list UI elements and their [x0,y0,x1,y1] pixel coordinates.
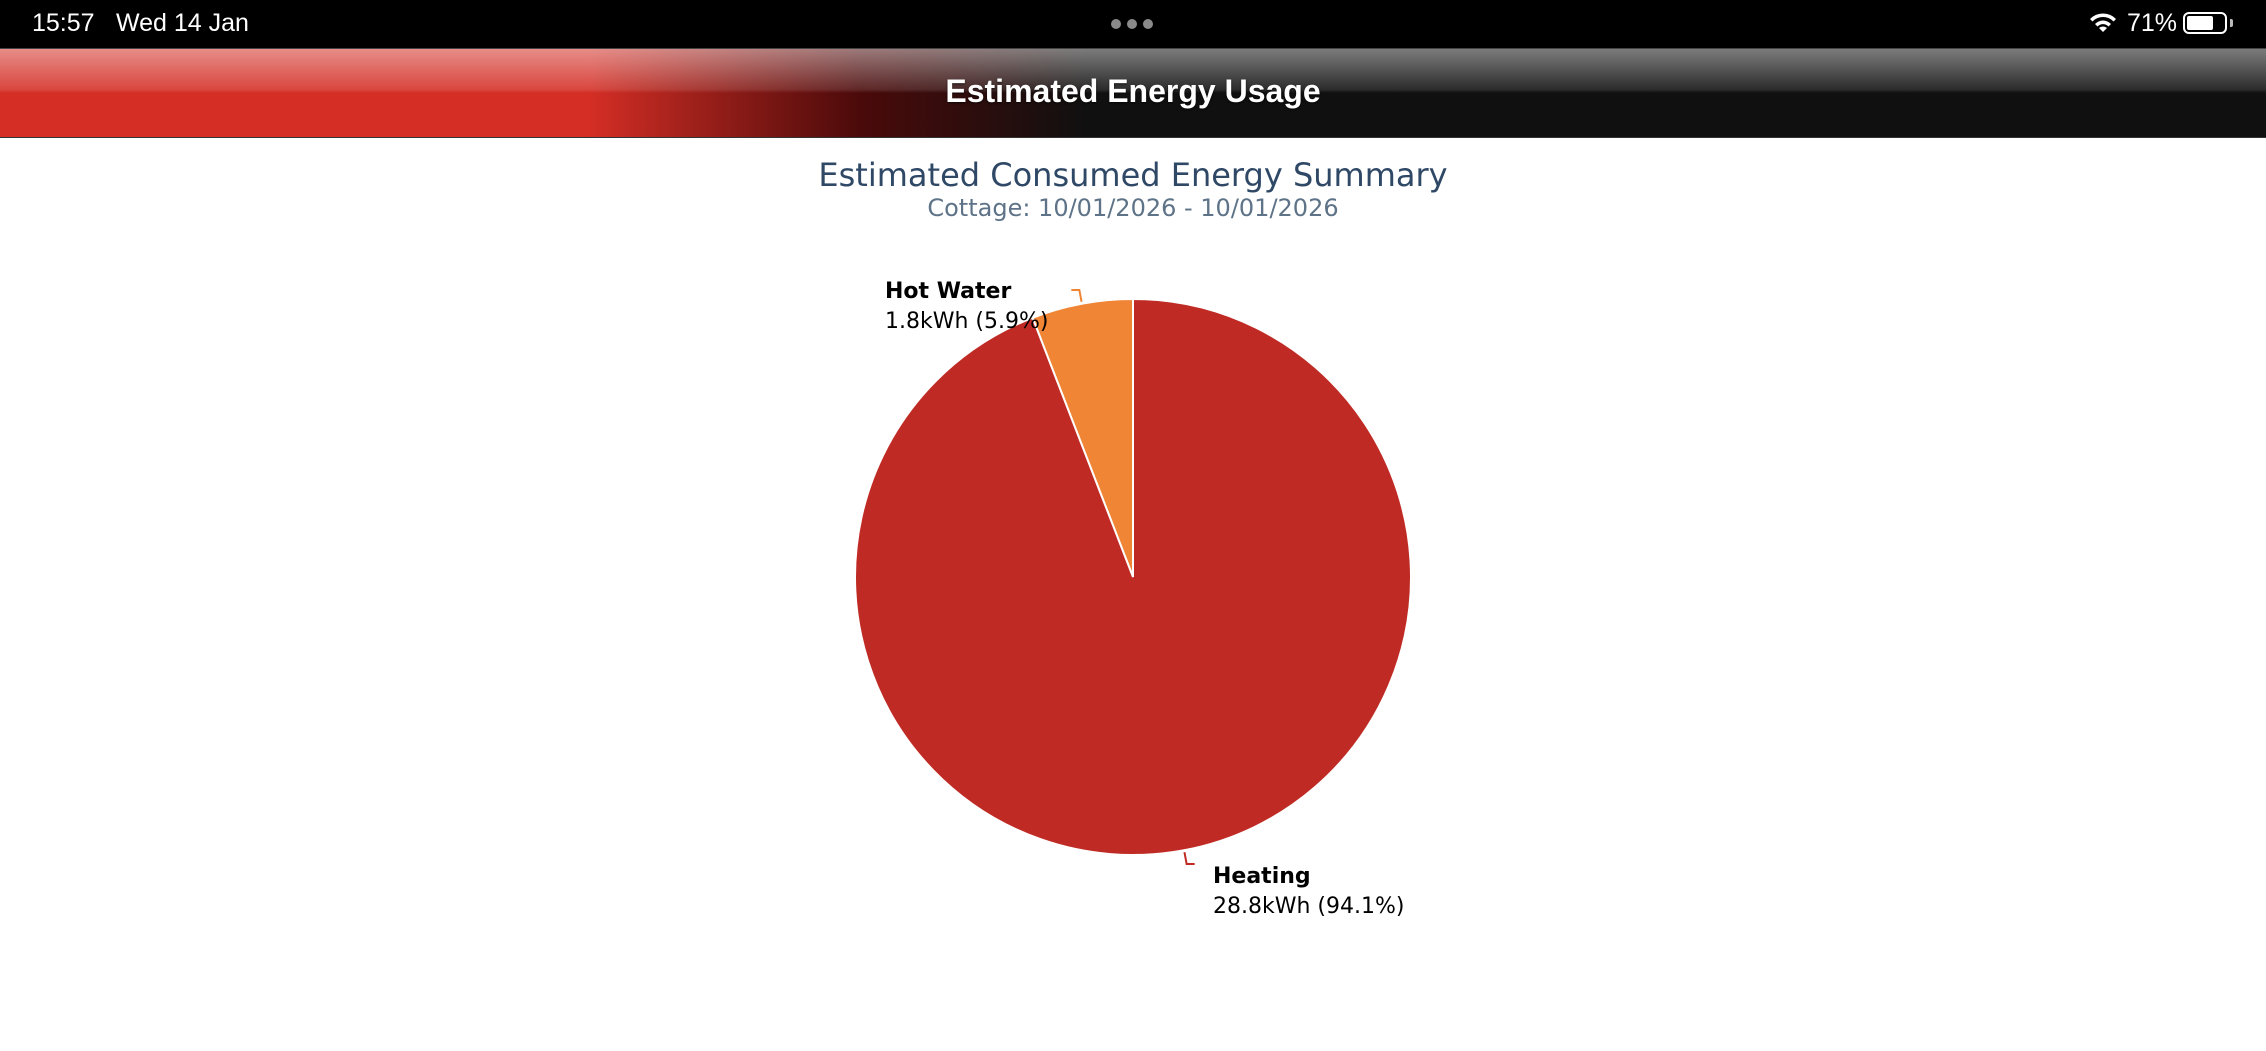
battery-cap [2230,19,2233,27]
page-title: Estimated Energy Usage [945,73,1321,109]
chart-subtitle: Cottage: 10/01/2026 - 10/01/2026 [927,194,1338,222]
pie-label-name: Hot Water [885,279,1011,304]
battery-percentage: 71% [2127,9,2178,37]
title-bar: Estimated Energy Usage [0,48,2266,138]
energy-pie-chart: Estimated Consumed Energy Summary Cottag… [818,156,1447,919]
pie-slices [854,297,1412,856]
pie-connector-heating [1183,852,1195,866]
pie-slice-heating[interactable] [854,297,1412,856]
pie-label-value: 1.8kWh (5.9%) [885,309,1048,334]
chart-title: Estimated Consumed Energy Summary [818,156,1447,194]
battery-icon [2183,12,2227,34]
wifi-icon [2090,13,2116,32]
status-date: Wed 14 Jan [116,9,249,37]
pie-label-name: Heating [1213,864,1311,889]
pie-label-value: 28.8kWh (94.1%) [1213,894,1404,919]
status-time: 15:57 [32,9,95,37]
multitasking-dots-icon[interactable] [1111,19,1153,29]
pie-connector-hot-water [1071,288,1083,302]
pie-labels: Hot Water 1.8kWh (5.9%) Heating 28.8kWh (94… [885,279,1404,919]
status-bar: 15:57 Wed 14 Jan 71% [0,0,2266,48]
